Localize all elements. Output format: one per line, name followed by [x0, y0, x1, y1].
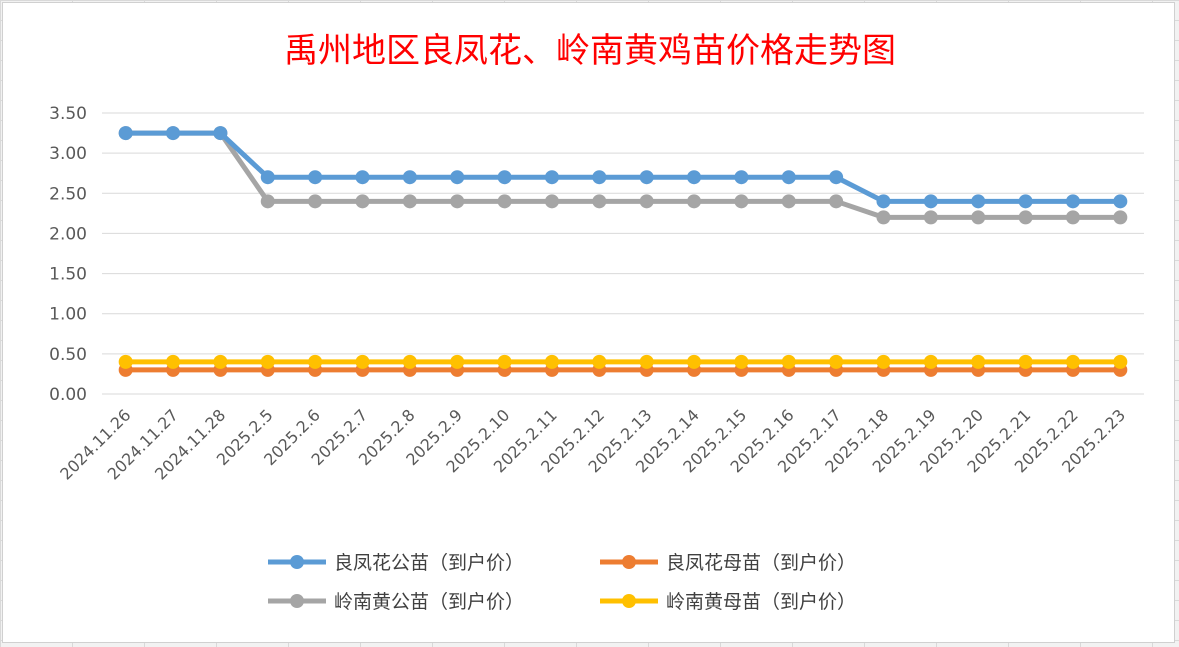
data-point[interactable] — [355, 170, 370, 185]
legend-label: 良凤花公苗（到户价） — [334, 552, 524, 574]
data-point[interactable] — [876, 194, 891, 209]
data-point[interactable] — [971, 194, 986, 209]
data-point[interactable] — [1065, 194, 1080, 209]
y-axis-ticks: 0.00 0.50 1.00 1.50 2.00 2.50 3.00 3.50 — [49, 104, 87, 405]
legend[interactable]: 良凤花公苗（到户价） 良凤花母苗（到户价） 岭南黄公苗（到户价） 岭南黄母苗（到户价） — [268, 552, 856, 613]
data-point[interactable] — [876, 210, 891, 225]
data-point[interactable] — [1113, 354, 1128, 369]
data-point[interactable] — [639, 170, 654, 185]
data-point[interactable] — [734, 170, 749, 185]
data-point[interactable] — [876, 354, 891, 369]
data-point[interactable] — [544, 354, 559, 369]
data-point[interactable] — [1018, 354, 1033, 369]
data-point[interactable] — [118, 354, 133, 369]
data-point[interactable] — [497, 170, 512, 185]
data-point[interactable] — [923, 210, 938, 225]
data-point[interactable] — [166, 126, 181, 141]
legend-entry[interactable]: 良凤花公苗（到户价） — [268, 552, 524, 574]
data-point[interactable] — [308, 170, 323, 185]
series-line[interactable] — [125, 130, 1121, 220]
data-point[interactable] — [402, 354, 417, 369]
y-tick-label: 3.00 — [49, 144, 87, 164]
data-point[interactable] — [450, 170, 465, 185]
data-point[interactable] — [1113, 194, 1128, 209]
data-point[interactable] — [1065, 354, 1080, 369]
legend-entry[interactable]: 良凤花母苗（到户价） — [600, 552, 856, 574]
data-point[interactable] — [781, 354, 796, 369]
data-point[interactable] — [592, 354, 607, 369]
legend-swatch-marker — [290, 594, 304, 608]
legend-label: 岭南黄母苗（到户价） — [666, 591, 856, 613]
data-point[interactable] — [923, 354, 938, 369]
data-point[interactable] — [1113, 210, 1128, 225]
x-axis-ticks: 2024.11.262024.11.272024.11.282025.2.520… — [56, 405, 1129, 483]
data-point[interactable] — [213, 354, 228, 369]
data-point[interactable] — [781, 194, 796, 209]
data-point[interactable] — [402, 194, 417, 209]
data-point[interactable] — [687, 170, 702, 185]
series-lines — [118, 126, 1128, 377]
data-point[interactable] — [497, 194, 512, 209]
y-tick-label: 1.00 — [49, 305, 87, 325]
series-3[interactable] — [118, 354, 1128, 369]
data-point[interactable] — [592, 170, 607, 185]
data-point[interactable] — [260, 170, 275, 185]
data-point[interactable] — [544, 170, 559, 185]
y-tick-label: 0.50 — [49, 345, 87, 365]
data-point[interactable] — [355, 354, 370, 369]
data-point[interactable] — [450, 354, 465, 369]
legend-label: 岭南黄公苗（到户价） — [334, 591, 524, 613]
data-point[interactable] — [213, 126, 228, 141]
data-point[interactable] — [734, 194, 749, 209]
data-point[interactable] — [544, 194, 559, 209]
data-point[interactable] — [308, 194, 323, 209]
data-point[interactable] — [829, 170, 844, 185]
data-point[interactable] — [260, 194, 275, 209]
gridlines — [102, 112, 1144, 395]
legend-swatch-marker — [622, 555, 636, 569]
data-point[interactable] — [118, 126, 133, 141]
data-point[interactable] — [166, 354, 181, 369]
data-point[interactable] — [1018, 194, 1033, 209]
y-tick-label: 2.50 — [49, 184, 87, 204]
data-point[interactable] — [781, 170, 796, 185]
data-point[interactable] — [923, 194, 938, 209]
data-point[interactable] — [497, 354, 512, 369]
legend-label: 良凤花母苗（到户价） — [666, 552, 856, 574]
legend-swatch-marker — [290, 555, 304, 569]
legend-swatch-marker — [622, 594, 636, 608]
data-point[interactable] — [687, 194, 702, 209]
data-point[interactable] — [971, 210, 986, 225]
y-tick-label: 3.50 — [49, 104, 87, 124]
legend-entry[interactable]: 岭南黄母苗（到户价） — [600, 591, 856, 613]
data-point[interactable] — [829, 194, 844, 209]
y-tick-label: 1.50 — [49, 265, 87, 285]
data-point[interactable] — [355, 194, 370, 209]
data-point[interactable] — [734, 354, 749, 369]
data-point[interactable] — [592, 194, 607, 209]
chart-title: 禹州地区良凤花、岭南黄鸡苗价格走势图 — [284, 31, 896, 71]
y-tick-label: 0.00 — [49, 385, 87, 405]
y-tick-label: 2.00 — [49, 224, 87, 244]
data-point[interactable] — [639, 194, 654, 209]
data-point[interactable] — [308, 354, 323, 369]
data-point[interactable] — [1065, 210, 1080, 225]
data-point[interactable] — [639, 354, 654, 369]
data-point[interactable] — [1018, 210, 1033, 225]
data-point[interactable] — [829, 354, 844, 369]
data-point[interactable] — [450, 194, 465, 209]
data-point[interactable] — [260, 354, 275, 369]
legend-entry[interactable]: 岭南黄公苗（到户价） — [268, 591, 524, 613]
series-line[interactable] — [125, 130, 1121, 204]
data-point[interactable] — [687, 354, 702, 369]
series-0[interactable] — [118, 126, 1128, 209]
data-point[interactable] — [402, 170, 417, 185]
data-point[interactable] — [971, 354, 986, 369]
